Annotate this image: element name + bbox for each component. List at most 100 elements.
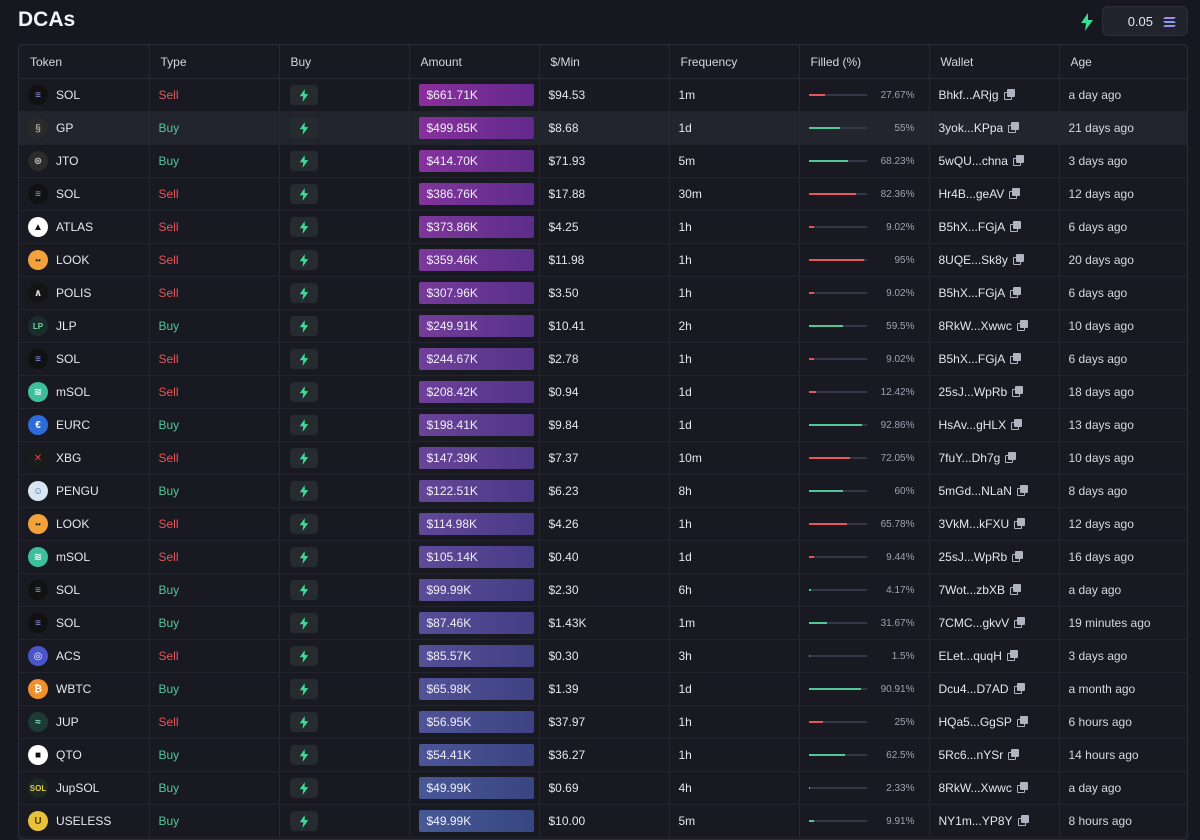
copy-icon[interactable] [1006, 650, 1019, 662]
quick-buy-button[interactable] [289, 118, 318, 138]
token[interactable]: § GP [28, 118, 148, 138]
copy-icon[interactable] [1003, 89, 1016, 101]
token[interactable]: LP JLP [28, 316, 148, 336]
table-row[interactable]: ■ QTO Buy $54.41K $36.27 1h 62.5% 5Rc6...nYSr 14… [19, 738, 1187, 772]
wallet-address[interactable]: 5mGd...NLaN [938, 484, 1012, 498]
token[interactable]: ≡ SOL [28, 184, 148, 204]
priority-fee-input[interactable]: 0.05 [1102, 6, 1188, 36]
column-header[interactable]: Buy [279, 45, 410, 79]
copy-icon[interactable] [1012, 155, 1025, 167]
quick-buy-button[interactable] [289, 481, 318, 501]
quick-buy-button[interactable] [289, 415, 318, 435]
quick-buy-button[interactable] [289, 250, 318, 270]
wallet-address[interactable]: B5hX...FGjA [938, 286, 1006, 300]
table-row[interactable]: LP JLP Buy $249.91K $10.41 2h 59.5% 8RkW...Xwwc… [19, 309, 1187, 343]
bolt-icon[interactable] [1080, 13, 1094, 31]
copy-icon[interactable] [1012, 551, 1024, 563]
table-row[interactable]: ≡ SOL Buy $87.46K $1.43K 1m 31.67% 7CMC...gkvV 1… [19, 606, 1187, 640]
table-row[interactable]: ₿ WBTC Buy $65.98K $1.39 1d 90.91% Dcu4...D7AD a… [19, 672, 1187, 706]
wallet-address[interactable]: 7Wot...zbXB [938, 583, 1005, 597]
quick-buy-button[interactable] [289, 712, 318, 732]
table-row[interactable]: ≡ SOL Sell $661.71K $94.53 1m 27.67% Bhkf...ARj… [19, 78, 1187, 112]
copy-icon[interactable] [1008, 122, 1020, 134]
copy-icon[interactable] [1012, 386, 1024, 398]
token[interactable]: ☺ PENGU [28, 481, 148, 501]
table-row[interactable]: U USELESS Buy $49.99K $10.00 5m 9.91% NY1m...YP… [19, 804, 1187, 838]
copy-icon[interactable] [1016, 320, 1029, 332]
table-row[interactable]: ≈ JUP Sell $56.95K $37.97 1h 25% HQa5...GgSP 6 h… [19, 705, 1187, 739]
table-row[interactable]: € EURC Buy $198.41K $9.84 1d 92.86% HsAv...gHLX… [19, 408, 1187, 442]
wallet-address[interactable]: Bhkf...ARjg [938, 88, 999, 102]
table-row[interactable]: ≋ mSOL Sell $208.42K $0.94 1d 12.42% 25sJ...WpR… [19, 375, 1187, 409]
copy-icon[interactable] [1014, 518, 1026, 530]
quick-buy-button[interactable] [289, 778, 318, 798]
token[interactable]: ≡ SOL [28, 613, 148, 633]
quick-buy-button[interactable] [289, 283, 318, 303]
wallet-address[interactable]: 25sJ...WpRb [938, 550, 1008, 564]
column-header[interactable]: Frequency [669, 45, 800, 79]
token[interactable]: SOL JupSOL [28, 778, 148, 798]
table-row[interactable]: •• LOOK Sell $359.46K $11.98 1h 95% 8UQE...Sk8y… [19, 243, 1187, 277]
wallet-address[interactable]: HQa5...GgSP [938, 715, 1012, 729]
table-row[interactable]: •• LOOK Sell $114.98K $4.26 1h 65.78% 3VkM...kF… [19, 507, 1187, 541]
copy-icon[interactable] [1009, 188, 1021, 200]
table-row[interactable]: § GP Buy $499.85K $8.68 1d 55% 3yok...KPpa 21 da… [19, 111, 1187, 145]
copy-icon[interactable] [1010, 221, 1022, 233]
copy-icon[interactable] [1014, 617, 1026, 629]
table-row[interactable]: ≋ mSOL Sell $105.14K $0.40 1d 9.44% 25sJ...WpRb… [19, 540, 1187, 574]
quick-buy-button[interactable] [289, 811, 318, 831]
quick-buy-button[interactable] [289, 745, 318, 765]
quick-buy-button[interactable] [289, 580, 318, 600]
quick-buy-button[interactable] [289, 151, 318, 171]
column-header[interactable]: Filled (%) [799, 45, 930, 79]
wallet-address[interactable]: B5hX...FGjA [938, 352, 1006, 366]
wallet-address[interactable]: 7CMC...gkvV [938, 616, 1010, 630]
wallet-address[interactable]: ELet...quqH [938, 649, 1002, 663]
token[interactable]: ≋ mSOL [28, 547, 148, 567]
table-row[interactable]: ▲ ATLAS Sell $373.86K $4.25 1h 9.02% B5hX...FGj… [19, 210, 1187, 244]
token[interactable]: ◎ ACS [28, 646, 148, 666]
quick-buy-button[interactable] [289, 184, 318, 204]
token[interactable]: ∧ POLIS [28, 283, 148, 303]
table-row[interactable]: SOL JupSOL Buy $49.99K $0.69 4h 2.33% 8RkW...Xw… [19, 771, 1187, 805]
token[interactable]: ≡ SOL [28, 85, 148, 105]
quick-buy-button[interactable] [289, 349, 318, 369]
token[interactable]: ≡ SOL [28, 349, 148, 369]
copy-icon[interactable] [1016, 485, 1029, 497]
quick-buy-button[interactable] [289, 448, 318, 468]
table-row[interactable]: ≡ SOL Sell $244.67K $2.78 1h 9.02% B5hX...FGjA 6… [19, 342, 1187, 376]
quick-buy-button[interactable] [289, 316, 318, 336]
wallet-address[interactable]: 5wQU...chna [938, 154, 1008, 168]
copy-icon[interactable] [1013, 683, 1026, 695]
token[interactable]: •• LOOK [28, 514, 148, 534]
column-header[interactable]: Token [19, 45, 150, 79]
copy-icon[interactable] [1012, 254, 1025, 266]
table-row[interactable]: ✕ XBG Sell $147.39K $7.37 10m 72.05% 7fuY...Dh7… [19, 441, 1187, 475]
table-row[interactable]: ≡ SOL Buy $99.99K $2.30 6h 4.17% 7Wot...zbXB a d… [19, 573, 1187, 607]
table-row[interactable]: ◎ ACS Sell $85.57K $0.30 3h 1.5% ELet...quqH 3 d… [19, 639, 1187, 673]
wallet-address[interactable]: Hr4B...geAV [938, 187, 1005, 201]
column-header[interactable]: Wallet [929, 45, 1060, 79]
token[interactable]: ₿ WBTC [28, 679, 148, 699]
token[interactable]: •• LOOK [28, 250, 148, 270]
quick-buy-button[interactable] [289, 547, 318, 567]
token[interactable]: ■ QTO [28, 745, 148, 765]
quick-buy-button[interactable] [289, 679, 318, 699]
column-header[interactable]: Amount [409, 45, 540, 79]
copy-icon[interactable] [1010, 287, 1022, 299]
wallet-address[interactable]: 5Rc6...nYSr [938, 748, 1004, 762]
quick-buy-button[interactable] [289, 382, 318, 402]
table-row[interactable]: ≡ SOL Sell $386.76K $17.88 30m 82.36% Hr4B...ge… [19, 177, 1187, 211]
token[interactable]: ✕ XBG [28, 448, 148, 468]
wallet-address[interactable]: 25sJ...WpRb [938, 385, 1008, 399]
wallet-address[interactable]: Dcu4...D7AD [938, 682, 1009, 696]
token[interactable]: U USELESS [28, 811, 148, 831]
token[interactable]: € EURC [28, 415, 148, 435]
copy-icon[interactable] [1016, 716, 1029, 728]
wallet-address[interactable]: HsAv...gHLX [938, 418, 1007, 432]
copy-icon[interactable] [1005, 452, 1017, 464]
copy-icon[interactable] [1011, 419, 1023, 431]
table-row[interactable]: ⊛ JTO Buy $414.70K $71.93 5m 68.23% 5wQU...chna… [19, 144, 1187, 178]
wallet-address[interactable]: 3VkM...kFXU [938, 517, 1010, 531]
token[interactable]: ⊛ JTO [28, 151, 148, 171]
